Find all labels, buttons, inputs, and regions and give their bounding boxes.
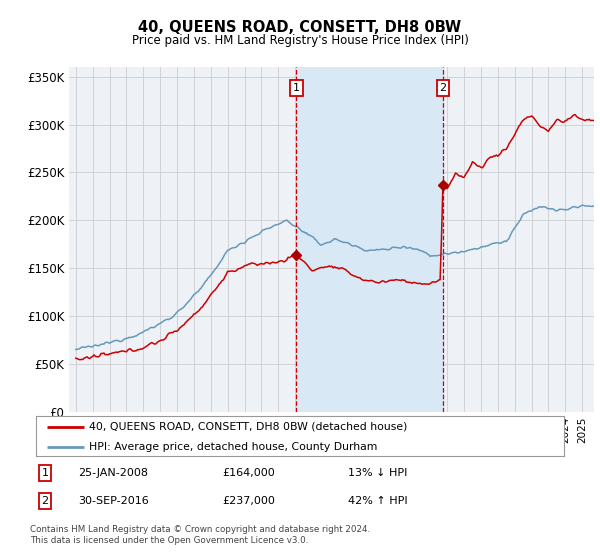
Text: 42% ↑ HPI: 42% ↑ HPI bbox=[348, 496, 407, 506]
Bar bbox=[296, 67, 443, 412]
Text: Price paid vs. HM Land Registry's House Price Index (HPI): Price paid vs. HM Land Registry's House … bbox=[131, 34, 469, 46]
Text: 40, QUEENS ROAD, CONSETT, DH8 0BW: 40, QUEENS ROAD, CONSETT, DH8 0BW bbox=[139, 20, 461, 35]
Text: 2: 2 bbox=[41, 496, 49, 506]
Text: 2: 2 bbox=[439, 83, 446, 94]
Text: 30-SEP-2016: 30-SEP-2016 bbox=[78, 496, 149, 506]
Text: £164,000: £164,000 bbox=[222, 468, 275, 478]
Text: 25-JAN-2008: 25-JAN-2008 bbox=[78, 468, 148, 478]
Text: Contains HM Land Registry data © Crown copyright and database right 2024.
This d: Contains HM Land Registry data © Crown c… bbox=[30, 525, 370, 545]
Text: 40, QUEENS ROAD, CONSETT, DH8 0BW (detached house): 40, QUEENS ROAD, CONSETT, DH8 0BW (detac… bbox=[89, 422, 407, 432]
Text: 13% ↓ HPI: 13% ↓ HPI bbox=[348, 468, 407, 478]
Text: HPI: Average price, detached house, County Durham: HPI: Average price, detached house, Coun… bbox=[89, 442, 377, 452]
Text: 1: 1 bbox=[41, 468, 49, 478]
Text: £237,000: £237,000 bbox=[222, 496, 275, 506]
Text: 1: 1 bbox=[293, 83, 300, 94]
